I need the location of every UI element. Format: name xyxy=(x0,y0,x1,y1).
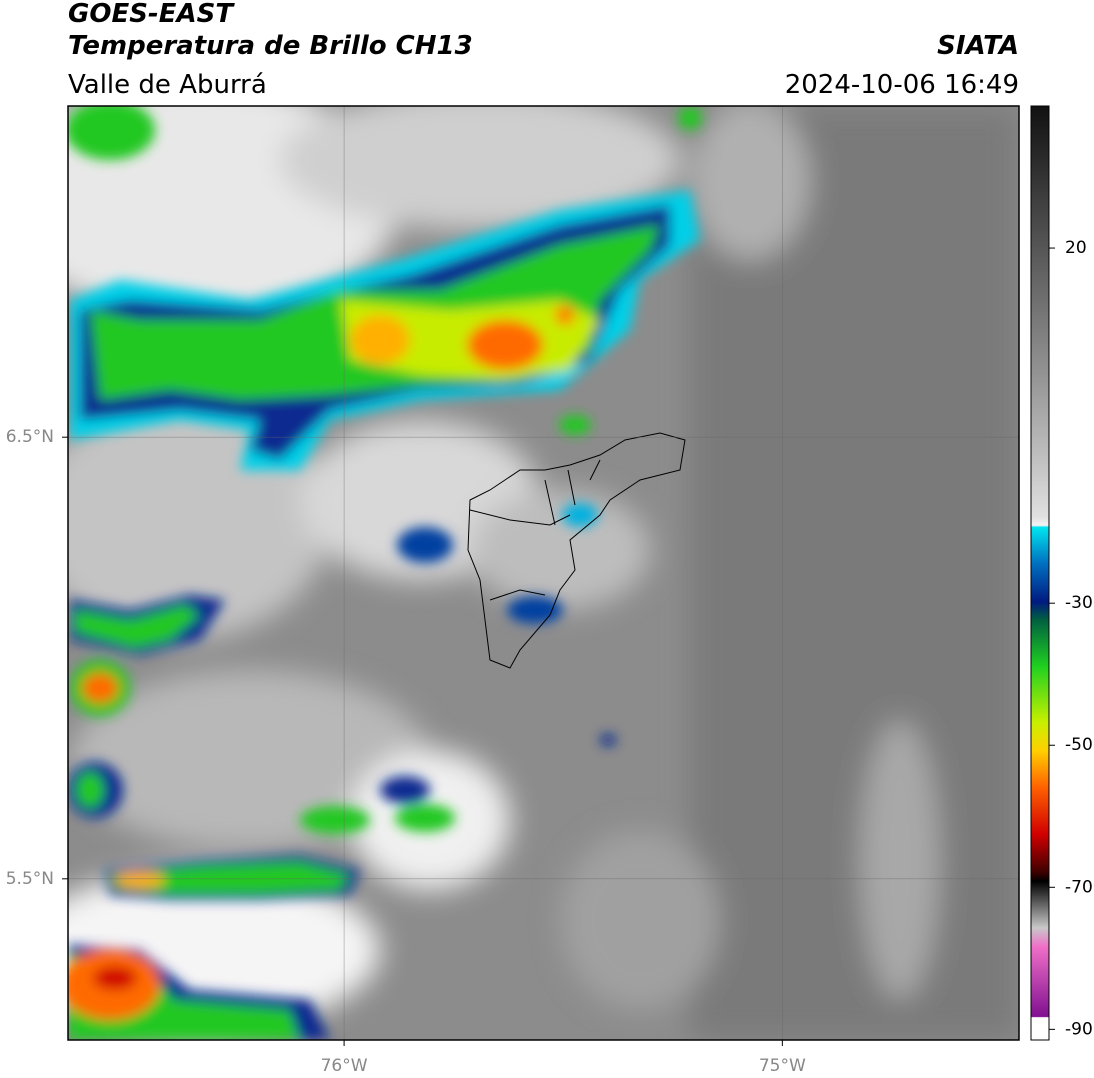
colorbar-tick-label: -70 xyxy=(1065,877,1093,897)
colorbar-tick-label: -50 xyxy=(1065,735,1093,755)
colorbar-tick-label: -90 xyxy=(1065,1019,1093,1039)
region: Valle de Aburrá xyxy=(68,70,267,100)
source: SIATA xyxy=(937,31,1019,61)
lat-tick-label: 6.5°N xyxy=(6,427,54,447)
datetime: 2024-10-06 16:49 xyxy=(785,70,1019,100)
satellite-image xyxy=(68,106,1019,1040)
colorbar-tick-label: 20 xyxy=(1065,238,1087,258)
map-frame xyxy=(67,105,1020,1041)
lon-tick-label: 76°W xyxy=(321,1056,368,1076)
subtitle: Temperatura de Brillo CH13 xyxy=(68,31,473,61)
title: GOES-EAST xyxy=(68,0,235,29)
lon-tick-label: 75°W xyxy=(759,1056,806,1076)
colorbar-tick-label: -30 xyxy=(1065,593,1093,613)
graticule xyxy=(68,106,1019,1040)
lat-tick-label: 5.5°N xyxy=(6,869,54,889)
colorbar xyxy=(1030,105,1050,1041)
